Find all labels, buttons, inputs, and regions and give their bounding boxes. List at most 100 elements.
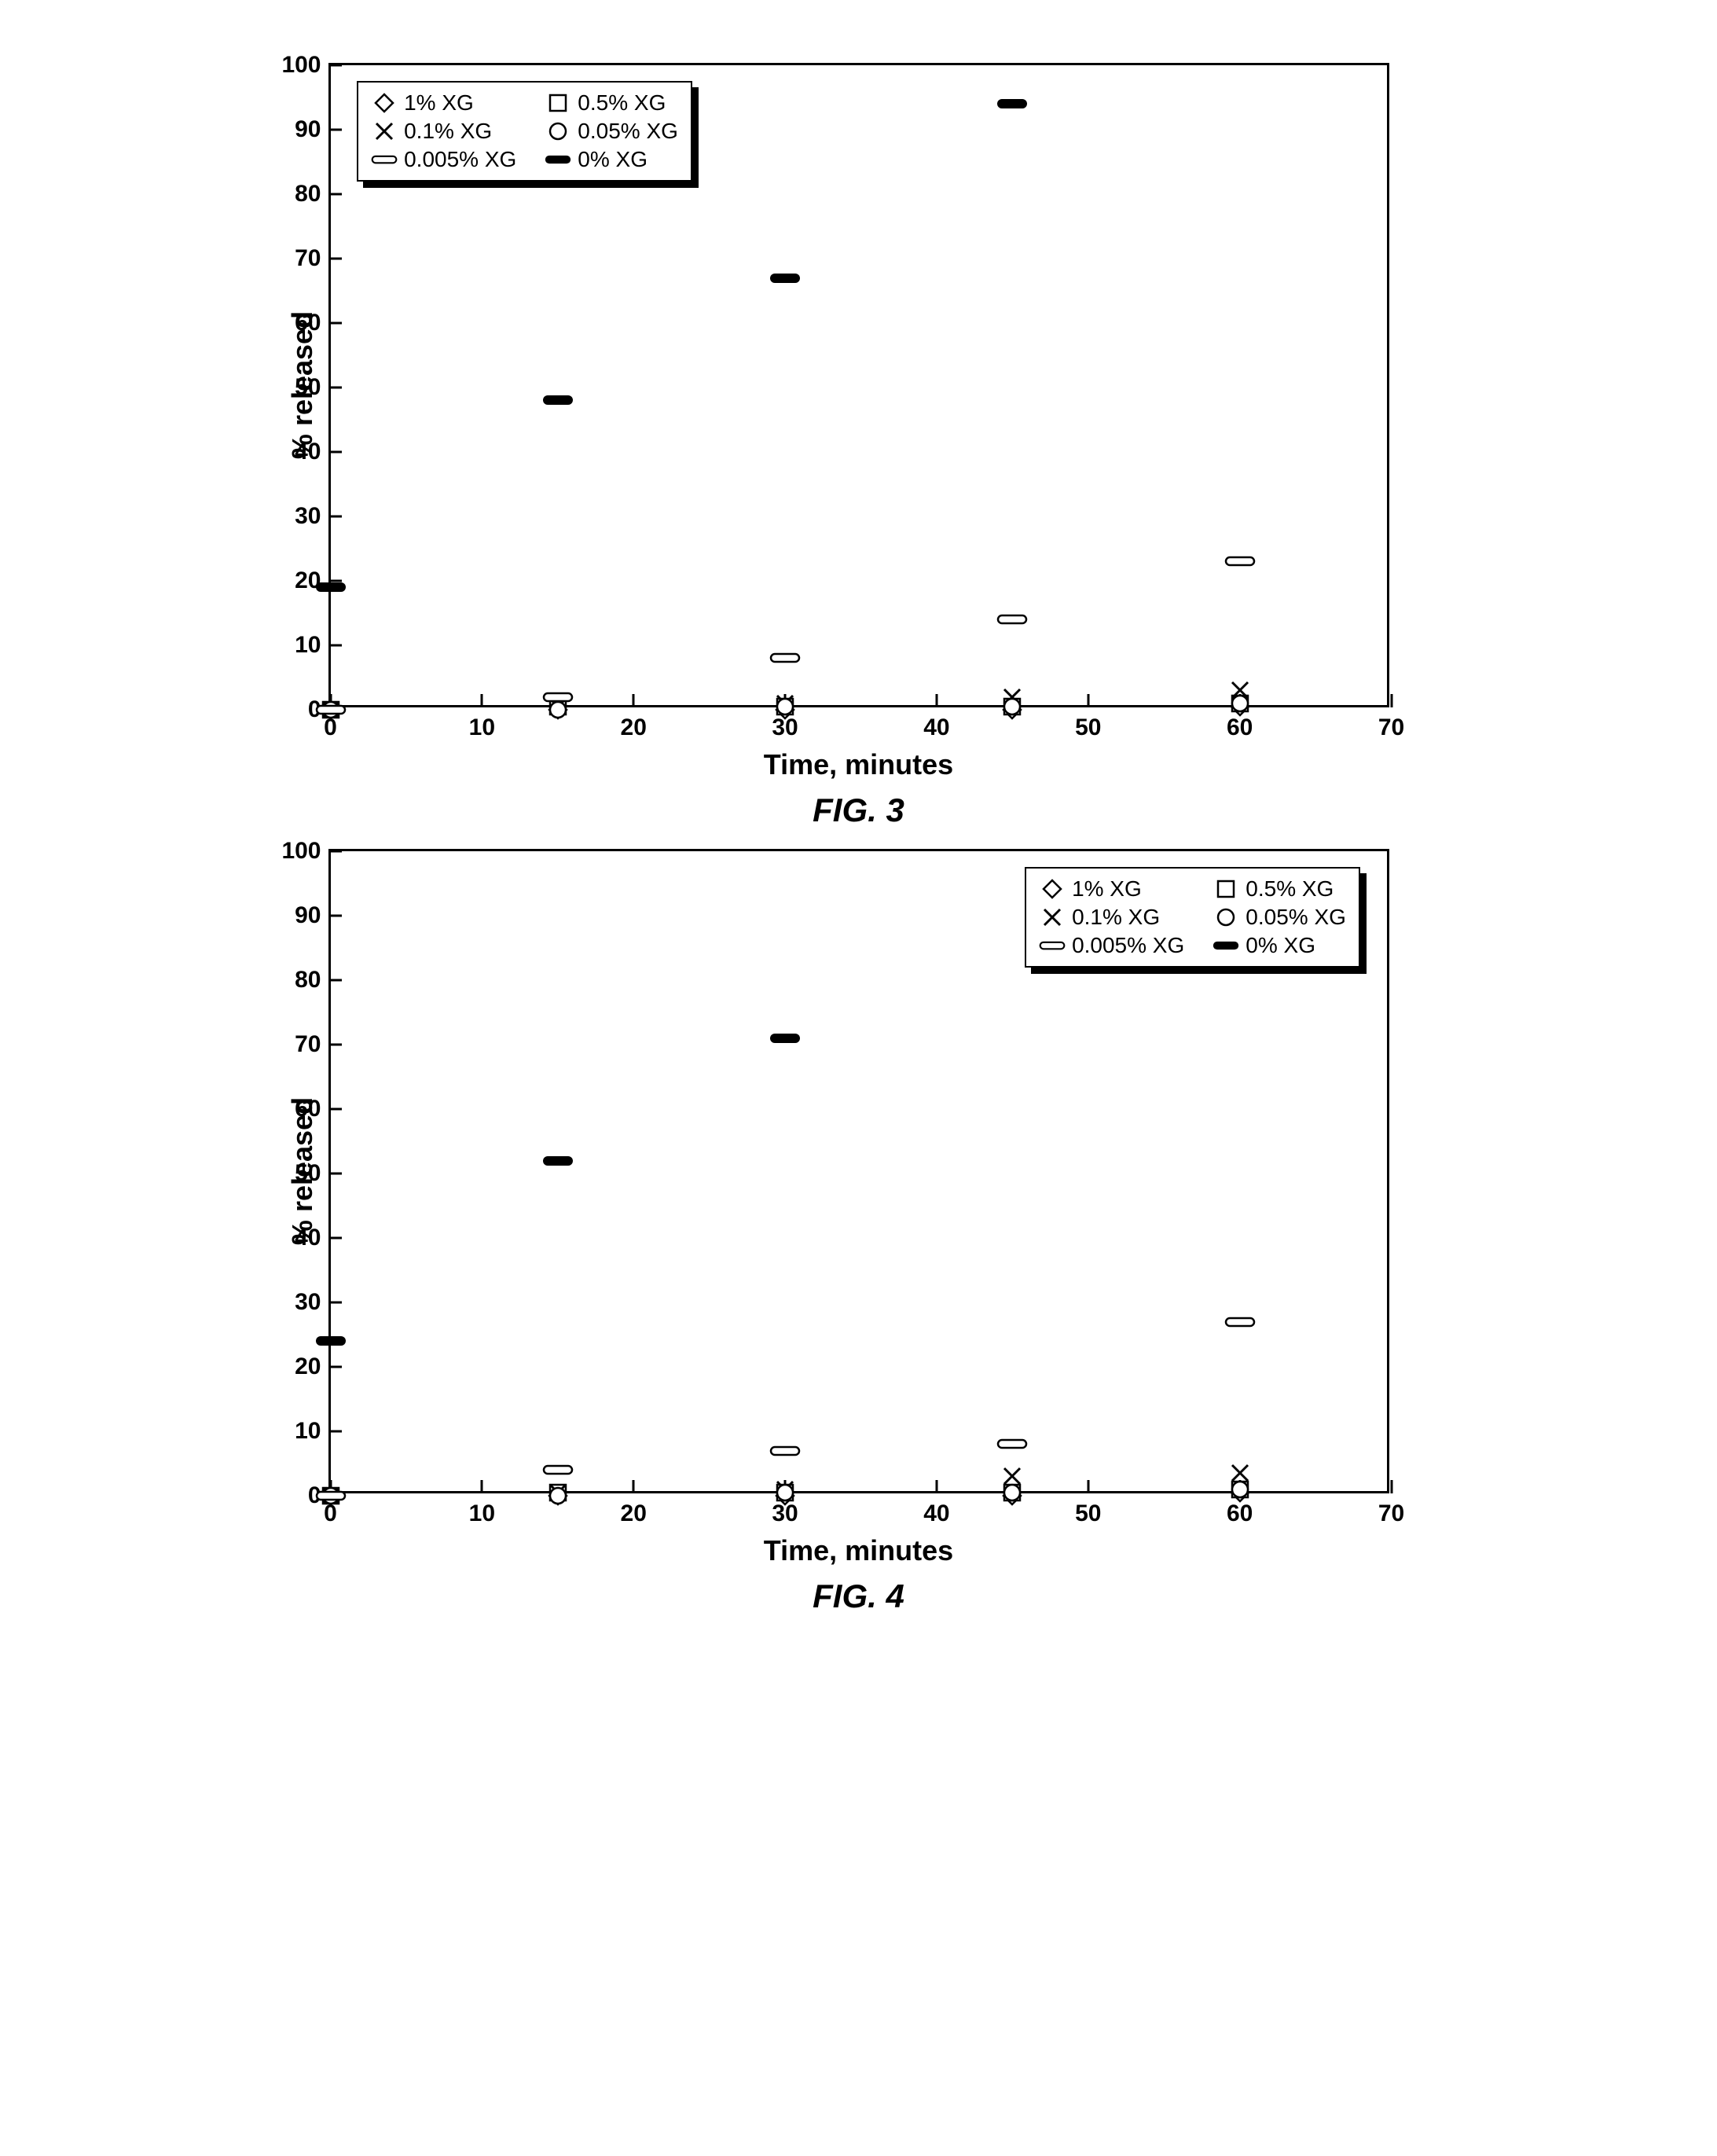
data-point	[542, 1155, 574, 1166]
y-tick-mark	[328, 645, 342, 647]
data-point	[769, 273, 801, 284]
y-tick-mark	[328, 1173, 342, 1175]
x-tick-mark	[633, 694, 635, 707]
x-tick-mark	[935, 694, 937, 707]
data-point	[1224, 556, 1256, 567]
legend-item: 0.1% XG	[1039, 905, 1184, 930]
legend: 1% XG 0.5% XG 0.1% XG 0.05% XG 0.005% XG 0% X…	[357, 81, 692, 182]
data-point	[315, 582, 347, 593]
plot-area: 0102030405060708090100010203040506070% r…	[328, 849, 1389, 1493]
x-tick-mark	[1390, 694, 1392, 707]
y-tick-label: 30	[295, 1289, 330, 1316]
legend-marker-icon	[1039, 879, 1066, 899]
legend-label: 0.05% XG	[578, 119, 678, 144]
x-axis-label: Time, minutes	[764, 1534, 953, 1567]
data-point	[542, 692, 574, 703]
legend-marker-icon	[1039, 907, 1066, 927]
x-tick-mark	[1087, 694, 1089, 707]
data-point	[542, 1464, 574, 1475]
x-tick-mark	[481, 694, 483, 707]
x-tick-mark	[633, 1480, 635, 1493]
data-point	[769, 1445, 801, 1456]
x-tick-mark	[1087, 1480, 1089, 1493]
y-tick-mark	[328, 979, 342, 982]
data-point	[996, 98, 1028, 109]
y-tick-label: 20	[295, 1353, 330, 1380]
legend-marker-icon	[1213, 879, 1239, 899]
x-tick-label: 10	[469, 705, 495, 741]
legend-marker-icon	[371, 154, 398, 165]
legend-label: 1% XG	[1072, 876, 1142, 902]
x-tick-label: 50	[1075, 705, 1101, 741]
legend-item: 0.005% XG	[1039, 933, 1184, 958]
legend-marker-icon	[1039, 940, 1066, 951]
legend-marker-icon	[1213, 940, 1239, 951]
legend-label: 0.05% XG	[1246, 905, 1346, 930]
y-tick-label: 80	[295, 181, 330, 208]
legend-marker-icon	[545, 154, 571, 165]
legend-label: 0.5% XG	[1246, 876, 1334, 902]
data-point	[1002, 696, 1022, 717]
data-point	[1224, 1317, 1256, 1328]
y-tick-mark	[328, 387, 342, 389]
x-tick-label: 20	[621, 705, 647, 741]
data-point	[548, 700, 568, 720]
data-point	[775, 1482, 795, 1503]
y-tick-mark	[328, 1108, 342, 1111]
legend-item: 0.05% XG	[1213, 905, 1346, 930]
x-tick-label: 20	[621, 1491, 647, 1527]
y-axis-label: % released	[286, 311, 319, 459]
data-point	[775, 696, 795, 717]
y-tick-label: 30	[295, 503, 330, 530]
data-point	[315, 1335, 347, 1346]
y-tick-mark	[328, 322, 342, 325]
data-point	[1230, 693, 1250, 714]
legend-label: 0.005% XG	[404, 147, 516, 172]
x-axis-label: Time, minutes	[764, 748, 953, 781]
y-tick-label: 70	[295, 245, 330, 272]
data-point	[542, 395, 574, 406]
data-point	[315, 1490, 347, 1501]
legend-label: 0.005% XG	[1072, 933, 1184, 958]
x-tick-label: 70	[1378, 1491, 1404, 1527]
y-axis-label: % released	[286, 1097, 319, 1245]
legend-item: 1% XG	[371, 90, 516, 116]
legend-label: 0.5% XG	[578, 90, 666, 116]
legend-marker-icon	[371, 121, 398, 141]
legend-item: 0.5% XG	[545, 90, 678, 116]
y-tick-label: 10	[295, 632, 330, 659]
y-tick-label: 80	[295, 967, 330, 994]
x-tick-mark	[935, 1480, 937, 1493]
y-tick-mark	[328, 516, 342, 518]
legend-item: 0.05% XG	[545, 119, 678, 144]
legend: 1% XG 0.5% XG 0.1% XG 0.05% XG 0.005% XG 0% X…	[1025, 867, 1360, 968]
data-point	[996, 614, 1028, 625]
legend-item: 0.5% XG	[1213, 876, 1346, 902]
legend-label: 0% XG	[578, 147, 648, 172]
data-point	[769, 652, 801, 663]
data-point	[1230, 1479, 1250, 1500]
legend-item: 0.1% XG	[371, 119, 516, 144]
legend-label: 0.1% XG	[1072, 905, 1160, 930]
legend-label: 0.1% XG	[404, 119, 492, 144]
y-tick-mark	[328, 1044, 342, 1046]
x-tick-label: 40	[923, 705, 949, 741]
legend-item: 1% XG	[1039, 876, 1184, 902]
legend-item: 0% XG	[1213, 933, 1346, 958]
y-tick-mark	[328, 129, 342, 131]
legend-label: 0% XG	[1246, 933, 1315, 958]
y-tick-mark	[328, 64, 342, 67]
y-tick-label: 70	[295, 1031, 330, 1058]
legend-item: 0.005% XG	[371, 147, 516, 172]
y-tick-mark	[328, 1366, 342, 1368]
y-tick-label: 90	[295, 116, 330, 143]
data-point	[548, 1486, 568, 1506]
fig4: 0102030405060708090100010203040506070% r…	[328, 849, 1389, 1493]
legend-item: 0% XG	[545, 147, 678, 172]
y-tick-mark	[328, 451, 342, 454]
x-tick-label: 70	[1378, 705, 1404, 741]
figure-caption: FIG. 3	[813, 792, 904, 829]
y-tick-mark	[328, 1431, 342, 1433]
legend-marker-icon	[545, 121, 571, 141]
y-tick-mark	[328, 258, 342, 260]
